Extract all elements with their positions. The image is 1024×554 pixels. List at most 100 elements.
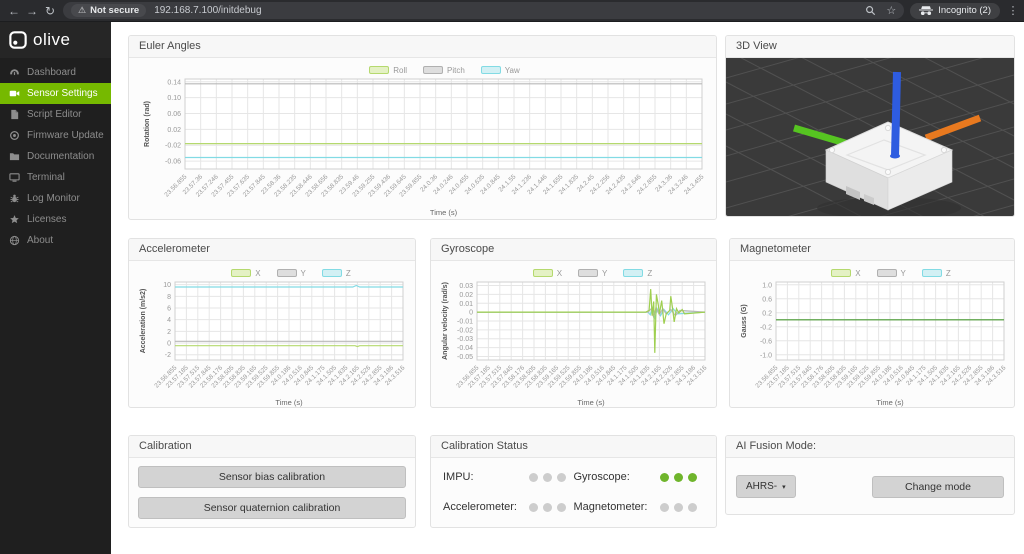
euler-angles-chart: 23.56.85523.57.3623.57.24623.57.45523.57… (144, 78, 706, 217)
sensor-quaternion-calibration-button[interactable]: Sensor quaternion calibration (138, 497, 406, 519)
panel-title: Accelerometer (129, 239, 415, 261)
svg-text:-0.05: -0.05 (457, 354, 473, 361)
legend-yaw: Yaw (480, 66, 520, 75)
gyroscope-legend: X Y Z (431, 267, 716, 279)
browser-menu-icon[interactable]: ⋮ (1007, 5, 1019, 17)
status-dot (557, 472, 566, 482)
status-dot (543, 472, 552, 482)
svg-text:0: 0 (469, 310, 473, 317)
svg-text:0.06: 0.06 (167, 111, 181, 118)
status-dot (557, 502, 566, 512)
sidebar-item-label: Documentation (27, 151, 95, 162)
panel-title: Euler Angles (129, 36, 716, 58)
svg-text:-2: -2 (165, 352, 171, 359)
z-axis-bar (891, 71, 901, 157)
3d-viewport[interactable] (726, 58, 1014, 216)
svg-text:0: 0 (167, 341, 171, 348)
status-dot (673, 472, 683, 482)
sidebar-item-log-monitor[interactable]: Log Monitor (0, 188, 111, 209)
calibration-status-grid: IMPU: Gyroscope: Accelerometer: Magnetomete… (431, 458, 716, 513)
panel-title: Calibration Status (431, 436, 716, 458)
zoom-icon[interactable] (865, 5, 876, 16)
svg-text:-0.01: -0.01 (457, 319, 473, 326)
sidebar-item-licenses[interactable]: Licenses (0, 209, 111, 230)
svg-text:4: 4 (167, 317, 171, 324)
dashboard-icon (9, 67, 21, 78)
series-x (477, 289, 706, 353)
svg-text:Time (s): Time (s) (577, 398, 605, 407)
status-dot (529, 472, 538, 482)
status-label: Gyroscope: (573, 471, 630, 483)
svg-text:0.14: 0.14 (167, 79, 181, 86)
sidebar-item-documentation[interactable]: Documentation (0, 146, 111, 167)
calibration-buttons: Sensor bias calibration Sensor quaternion… (129, 458, 415, 527)
legend-z: Z (623, 269, 652, 278)
fusion-mode-dropdown[interactable]: AHRS- ▾ (736, 475, 796, 498)
legend-z: Z (321, 269, 351, 278)
svg-text:-0.06: -0.06 (165, 159, 181, 166)
svg-text:0.02: 0.02 (167, 127, 181, 134)
imu-device-model (824, 121, 954, 211)
legend-x: X (532, 269, 562, 278)
bookmark-star-icon[interactable]: ☆ (886, 5, 897, 17)
panel-gyroscope: Gyroscope X Y Z 23.56.855 23.57.185 23.57.51… (430, 238, 717, 408)
sidebar-item-label: Dashboard (27, 67, 76, 78)
svg-text:0.02: 0.02 (459, 292, 473, 299)
legend-y: Y (276, 269, 306, 278)
svg-text:-0.03: -0.03 (457, 336, 473, 343)
euler-legend: Roll Pitch Yaw (129, 64, 716, 76)
not-secure-label: Not secure (90, 5, 140, 16)
chevron-down-icon: ▾ (782, 483, 786, 491)
url-bar[interactable]: ⚠ Not secure 192.168.7.100/initdebug ☆ (63, 2, 905, 19)
status-dot (673, 502, 683, 512)
not-secure-badge[interactable]: ⚠ Not secure (71, 4, 147, 17)
series-z (175, 284, 403, 288)
browser-toolbar: ← → ↻ ⚠ Not secure 192.168.7.100/initdeb… (0, 0, 1024, 22)
sidebar-item-about[interactable]: About (0, 230, 111, 251)
status-dot (659, 502, 669, 512)
globe-icon (9, 235, 21, 246)
status-accelerometer: Accelerometer: (443, 501, 574, 513)
sidebar-item-firmware-update[interactable]: Firmware Update (0, 125, 111, 146)
svg-text:1.0: 1.0 (762, 282, 772, 289)
svg-text:-0.04: -0.04 (457, 345, 473, 352)
legend-z: Z (921, 269, 951, 278)
video-camera-icon (9, 88, 21, 99)
sidebar-item-label: About (27, 235, 54, 246)
panel-ai-fusion-mode: AI Fusion Mode: AHRS- ▾ Change mode (725, 435, 1015, 515)
panel-title: Magnetometer (730, 239, 1014, 261)
status-gyroscope: Gyroscope: (574, 471, 705, 483)
panel-calibration-status: Calibration Status IMPU: Gyroscope: Accele… (430, 435, 717, 528)
sidebar-item-label: Sensor Settings (27, 88, 98, 99)
status-magnetometer: Magnetometer: (574, 501, 705, 513)
status-impu: IMPU: (443, 471, 574, 483)
back-icon[interactable]: ← (8, 3, 20, 18)
panel-accelerometer: Accelerometer X Y Z 23.56.855 23.57.185 23.5… (128, 238, 416, 408)
svg-text:Time (s): Time (s) (275, 398, 303, 407)
sidebar-item-dashboard[interactable]: Dashboard (0, 62, 111, 83)
sidebar-item-script-editor[interactable]: Script Editor (0, 104, 111, 125)
legend-roll: Roll (369, 66, 407, 75)
svg-text:Angular velocity (rad/s): Angular velocity (rad/s) (442, 282, 449, 360)
status-label: Accelerometer: (443, 501, 517, 513)
status-dot (687, 472, 697, 482)
sidebar-item-sensor-settings[interactable]: Sensor Settings (0, 83, 111, 104)
panel-title: Gyroscope (431, 239, 716, 261)
status-dot (543, 502, 552, 512)
logo-text: olive (33, 30, 71, 49)
change-mode-button[interactable]: Change mode (872, 475, 1004, 498)
panel-euler-angles: Euler Angles Roll Pitch Yaw 23.56.855 23.57… (128, 35, 717, 220)
forward-icon[interactable]: → (26, 3, 38, 18)
svg-text:Gauss (G): Gauss (G) (741, 304, 748, 337)
sensor-bias-calibration-button[interactable]: Sensor bias calibration (138, 466, 406, 488)
refresh-icon[interactable]: ↻ (44, 3, 56, 18)
main-content: Euler Angles Roll Pitch Yaw 23.56.855 23.57… (111, 22, 1024, 554)
accelerometer-chart: 23.56.85523.57.18523.57.51523.57.84523.5… (140, 281, 407, 407)
y-axis-bar (924, 114, 982, 142)
sidebar-item-terminal[interactable]: Terminal (0, 167, 111, 188)
status-dot (659, 472, 669, 482)
svg-text:-1.0: -1.0 (760, 352, 772, 359)
svg-text:-0.6: -0.6 (760, 338, 772, 345)
legend-pitch: Pitch (423, 66, 465, 75)
legend-x: X (231, 269, 261, 278)
